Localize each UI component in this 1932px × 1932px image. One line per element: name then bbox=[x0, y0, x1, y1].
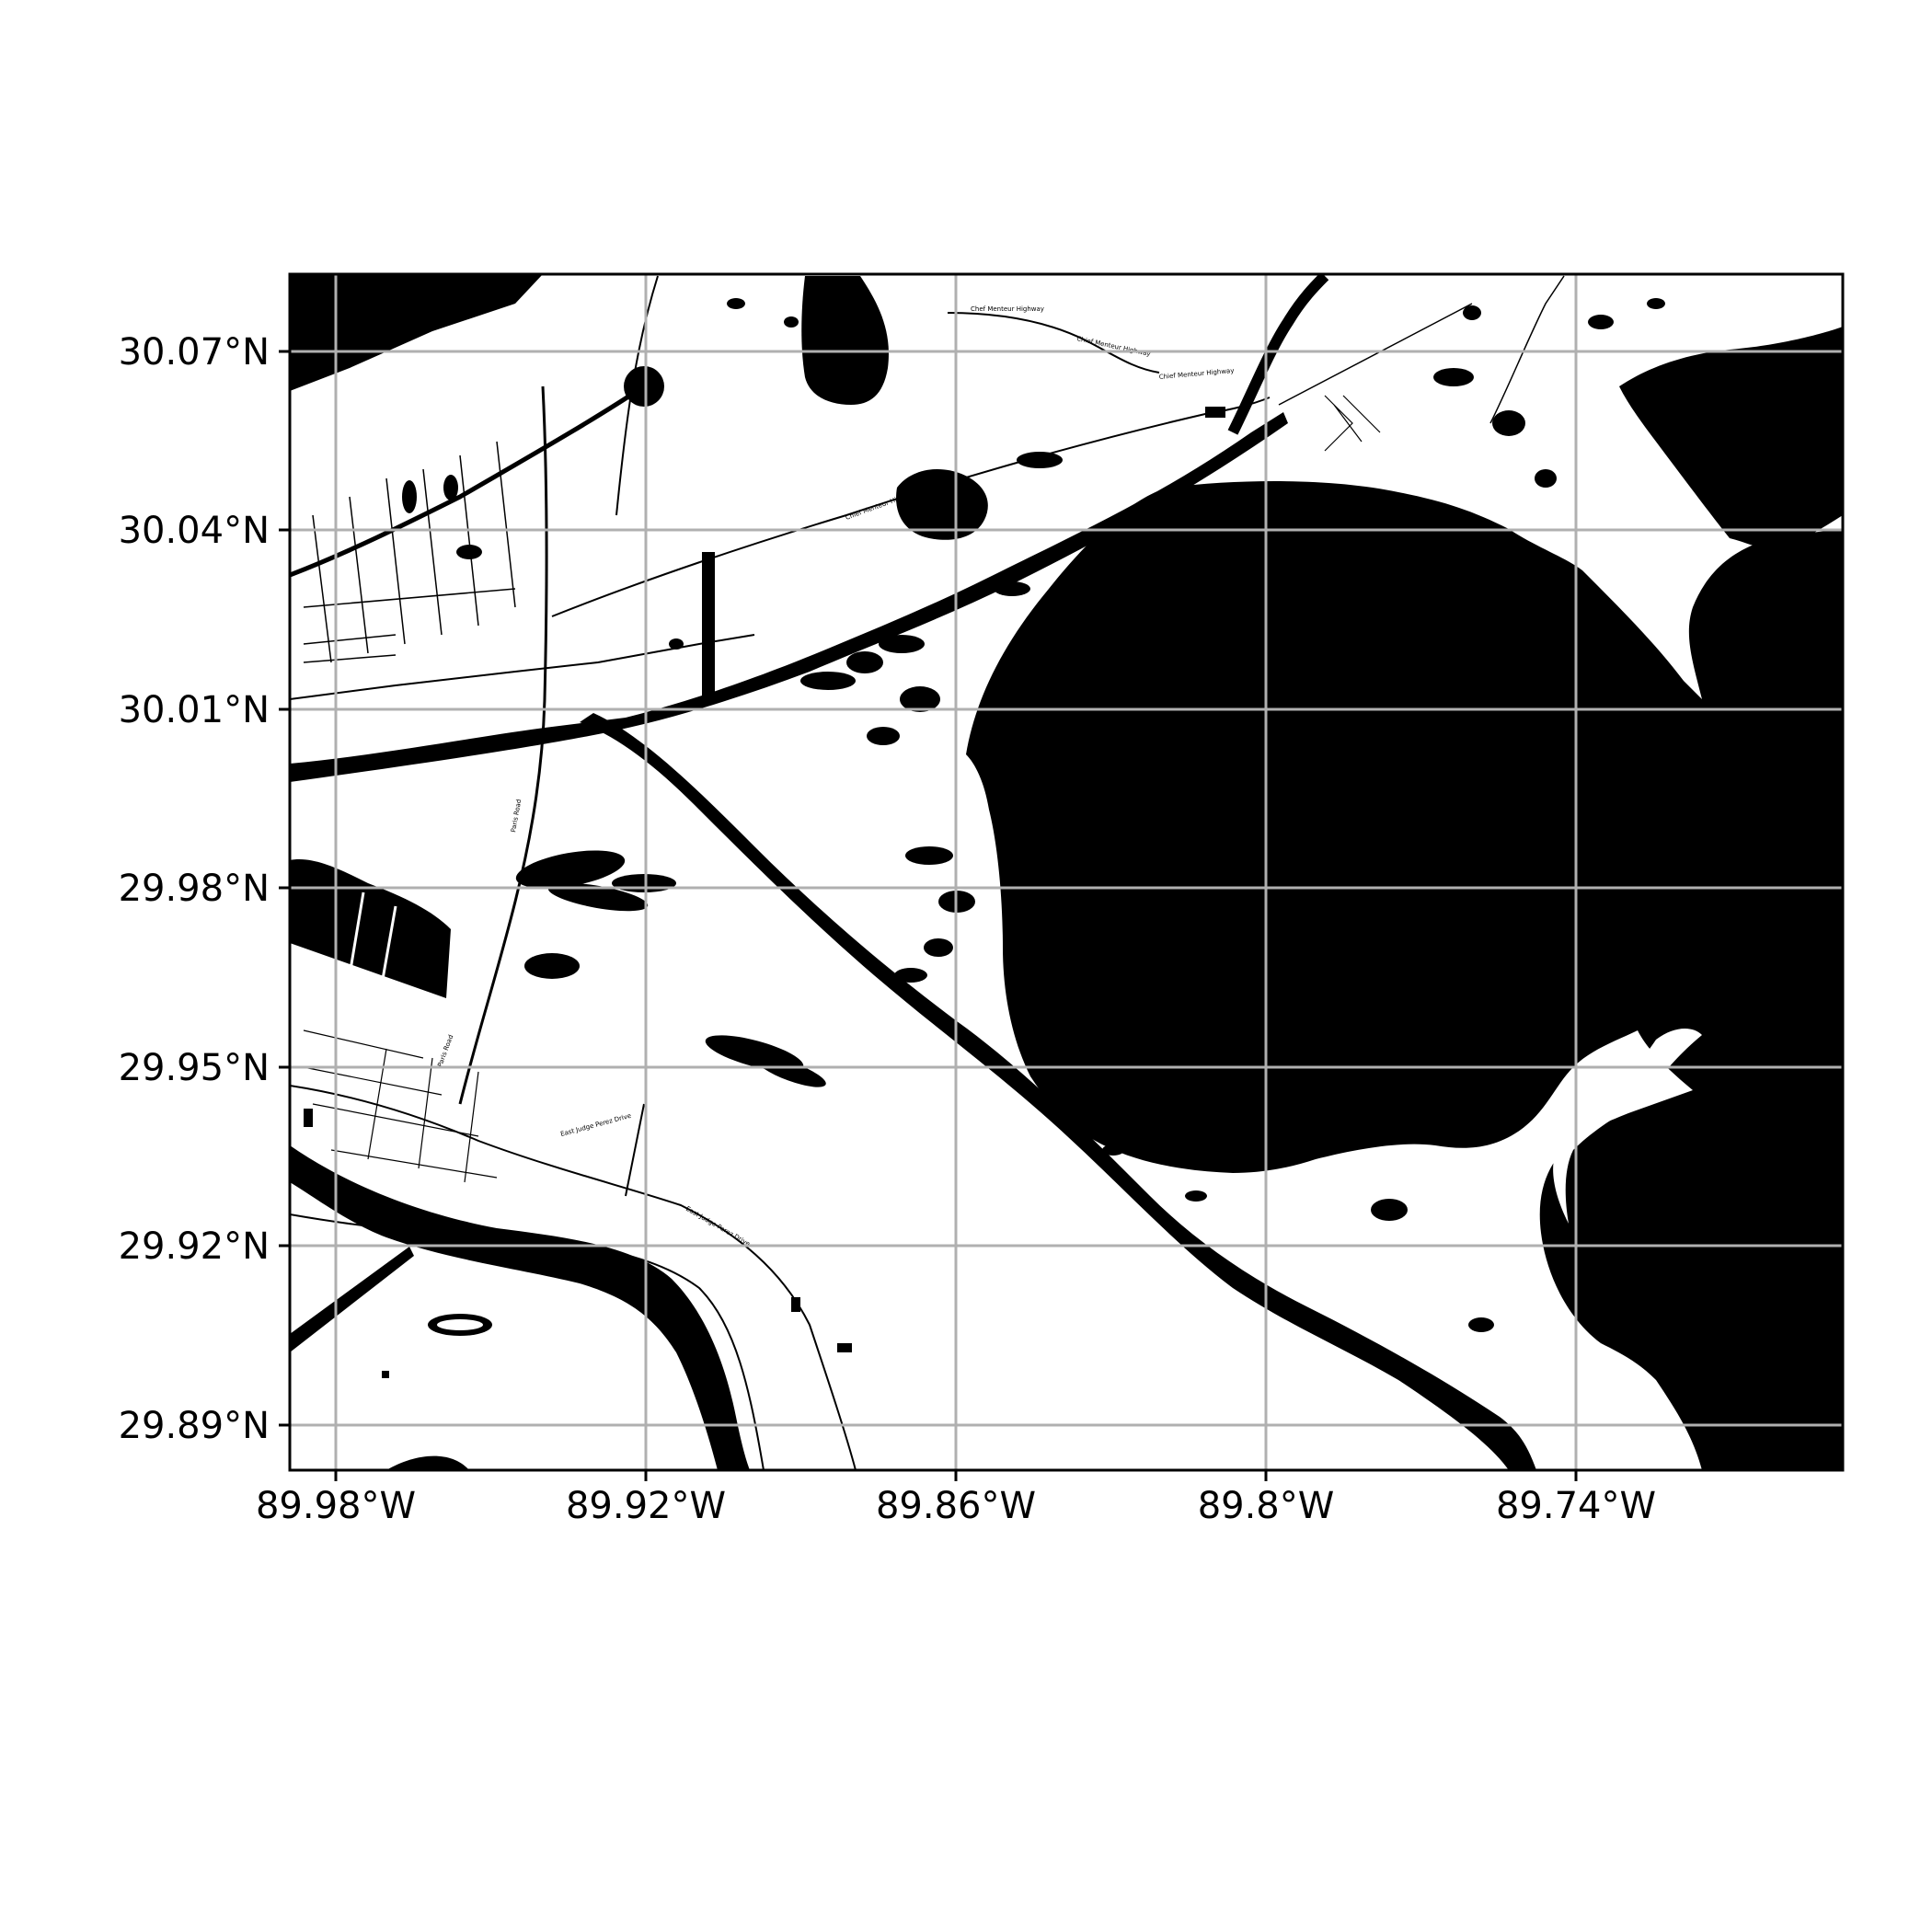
industrial-canal bbox=[290, 1247, 414, 1352]
y-axis-labels: 30.07°N 30.04°N 30.01°N 29.98°N 29.95°N … bbox=[119, 331, 270, 1447]
northeast-bay bbox=[1619, 327, 1843, 552]
pond-central bbox=[896, 469, 988, 540]
left-pond-block bbox=[290, 859, 451, 998]
y-tick-label: 29.89°N bbox=[119, 1405, 270, 1447]
y-tick-label: 30.04°N bbox=[119, 510, 270, 552]
x-tick-label: 89.86°W bbox=[876, 1485, 1036, 1527]
x-tick-label: 89.98°W bbox=[256, 1485, 416, 1527]
road-label: River Road bbox=[478, 1250, 513, 1258]
x-tick-label: 89.74°W bbox=[1496, 1485, 1656, 1527]
y-tick-label: 30.07°N bbox=[119, 331, 270, 374]
pond-north bbox=[801, 276, 889, 405]
left-pond-lines bbox=[348, 891, 397, 985]
tick-marks bbox=[279, 350, 1578, 1481]
y-tick-label: 29.98°N bbox=[119, 868, 270, 910]
y-tick-label: 30.01°N bbox=[119, 689, 270, 731]
large-lake bbox=[966, 481, 1843, 1470]
x-tick-label: 89.92°W bbox=[566, 1485, 726, 1527]
road-network bbox=[290, 275, 1565, 1470]
map-area[interactable]: Chief Menteur Highway Chief Menteur High… bbox=[290, 274, 1843, 1470]
x-tick-label: 89.8°W bbox=[1198, 1485, 1335, 1527]
mississippi-river bbox=[290, 1145, 750, 1470]
peninsula-land bbox=[1553, 1029, 1702, 1224]
y-tick-label: 29.92°N bbox=[119, 1225, 270, 1268]
x-axis-labels: 89.98°W 89.92°W 89.86°W 89.8°W 89.74°W bbox=[256, 1485, 1656, 1527]
y-tick-label: 29.95°N bbox=[119, 1047, 270, 1089]
map-frame bbox=[288, 272, 1845, 1472]
lake-pontchartrain bbox=[290, 274, 543, 391]
road-label: Chef Menteur Highway bbox=[971, 305, 1044, 313]
lower-left-water bbox=[386, 1455, 469, 1470]
gridlines bbox=[290, 274, 1843, 1470]
canal-north-right bbox=[1227, 274, 1329, 435]
mrgo-channel bbox=[580, 713, 1536, 1470]
